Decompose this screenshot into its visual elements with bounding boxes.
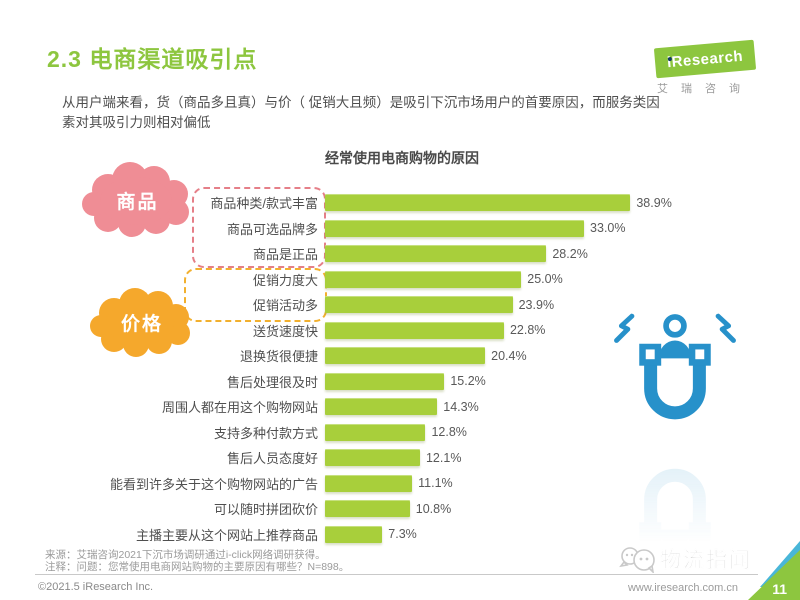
- bar-label: 商品可选品牌多: [226, 221, 318, 237]
- price-group-dashed-box: [184, 268, 327, 322]
- bar-value: 23.9%: [518, 297, 555, 312]
- bar-label: 支持多种付款方式: [213, 425, 318, 441]
- bar-row: 促销活动多 23.9%: [60, 292, 760, 318]
- bar-label: 促销力度大: [252, 272, 318, 288]
- bar-row: 售后人员态度好 12.1%: [60, 445, 760, 471]
- bar-row: 主播主要从这个网站上推荐商品 7.3%: [60, 522, 760, 548]
- bar: [325, 449, 420, 467]
- bar-row: 售后处理很及时 15.2%: [60, 369, 760, 395]
- chart-title: 经常使用电商购物的原因: [325, 150, 479, 166]
- page-subtitle: 从用户端来看，货（商品多且真）与价（ 促销大且频）是吸引下沉市场用户的首要原因，…: [62, 93, 742, 134]
- bar-value: 10.8%: [415, 501, 452, 516]
- watermark: 物流指闻: [618, 544, 752, 574]
- bar-label: 商品是正品: [252, 247, 318, 263]
- bar: [325, 525, 383, 543]
- bar-value: 20.4%: [491, 348, 527, 363]
- bar-value: 14.3%: [443, 399, 479, 414]
- bar-row: 促销力度大 25.0%: [60, 267, 760, 293]
- logo-brand-cn: 艾瑞咨询: [657, 83, 753, 95]
- page-title: 2.3 电商渠道吸引点: [47, 46, 258, 72]
- magnet-user-icon: [614, 313, 736, 420]
- bar: [325, 321, 504, 339]
- bar-value: 38.9%: [636, 195, 672, 210]
- bar-row: 支持多种付款方式 12.8%: [60, 420, 760, 446]
- bar-label: 能看到许多关于这个购物网站的广告: [109, 476, 318, 492]
- bar: [325, 194, 631, 212]
- bar-row: 可以随时拼团砍价 10.8%: [60, 496, 760, 522]
- goods-cloud-badge: 商品: [80, 160, 195, 240]
- bar-row: 商品可选品牌多 33.0%: [60, 216, 760, 242]
- bar-value: 7.3%: [388, 527, 417, 542]
- bar-value: 25.0%: [527, 272, 563, 287]
- footer-divider: [35, 574, 758, 575]
- iresearch-logo: iResearch 艾瑞咨询: [653, 39, 760, 95]
- bar: [325, 474, 413, 492]
- bar-row: 退换货很便捷 20.4%: [60, 343, 760, 369]
- bar-label: 周围人都在用这个购物网站: [161, 400, 318, 416]
- footnote-source: 来源：艾瑞咨询2021下沉市场调研通过i-click网络调研获得。: [45, 549, 326, 561]
- bar-label: 售后人员态度好: [226, 451, 318, 467]
- bar: [325, 500, 410, 518]
- bar-row: 商品是正品 28.2%: [60, 241, 760, 267]
- bar-label: 可以随时拼团砍价: [213, 502, 318, 518]
- bar: [325, 372, 445, 390]
- chat-bubbles-icon: [619, 547, 655, 573]
- bar: [325, 398, 438, 416]
- bar-value: 15.2%: [450, 374, 486, 389]
- bar-row: 周围人都在用这个购物网站 14.3%: [60, 394, 760, 420]
- bar-row: 送货速度快 22.8%: [60, 318, 760, 344]
- bar: [325, 296, 513, 314]
- logo-brand-text: iResearch: [666, 47, 744, 71]
- bar-label: 售后处理很及时: [226, 374, 318, 390]
- bar-label: 商品种类/款式丰富: [210, 196, 318, 212]
- bar-value: 12.1%: [425, 450, 462, 465]
- bar-value: 28.2%: [552, 246, 588, 261]
- bar-value: 12.8%: [431, 425, 467, 440]
- price-cloud-label: 价格: [120, 313, 163, 335]
- cloud-shape-icon: [90, 288, 190, 357]
- watermark-text: 物流指闻: [660, 549, 752, 573]
- subtitle-line1: 从用户端来看，货（商品多且真）与价（ 促销大且频）是吸引下沉市场用户的首要原因，…: [62, 95, 660, 110]
- bar: [325, 270, 522, 288]
- subtitle-line2: 素对其吸引力则相对偏低: [62, 115, 211, 131]
- logo-flag: iResearch: [653, 39, 757, 79]
- bar: [325, 219, 585, 237]
- bar-chart: 商品种类/款式丰富 38.9% 商品可选品牌多 33.0% 商品是正品 28.2…: [60, 190, 760, 547]
- bar-value: 11.1%: [418, 476, 453, 491]
- bar: [325, 423, 426, 441]
- bar-value: 22.8%: [509, 323, 546, 338]
- bar: [325, 245, 547, 263]
- cloud-shape-icon: [82, 162, 189, 237]
- price-cloud-badge: 价格: [88, 285, 196, 359]
- bar-value: 33.0%: [590, 221, 626, 236]
- bar-label: 促销活动多: [252, 298, 318, 314]
- bar: [325, 347, 486, 365]
- website-url: www.iresearch.com.cn: [627, 582, 738, 594]
- page-number: 11: [772, 581, 787, 597]
- bar-row: 商品种类/款式丰富 38.9%: [60, 190, 760, 216]
- bar-row: 能看到许多关于这个购物网站的广告 11.1%: [60, 471, 760, 497]
- goods-cloud-label: 商品: [116, 191, 159, 213]
- bar-label: 送货速度快: [252, 323, 318, 339]
- magnet-reflection: [639, 468, 711, 574]
- copyright-text: ©2021.5 iResearch Inc.: [38, 581, 154, 593]
- bar-label: 主播主要从这个网站上推荐商品: [135, 527, 318, 543]
- bar-label: 退换货很便捷: [239, 349, 318, 365]
- footnote-note: 注释：问题：您常使用电商网站购物的主要原因有哪些？N=898。: [45, 561, 350, 573]
